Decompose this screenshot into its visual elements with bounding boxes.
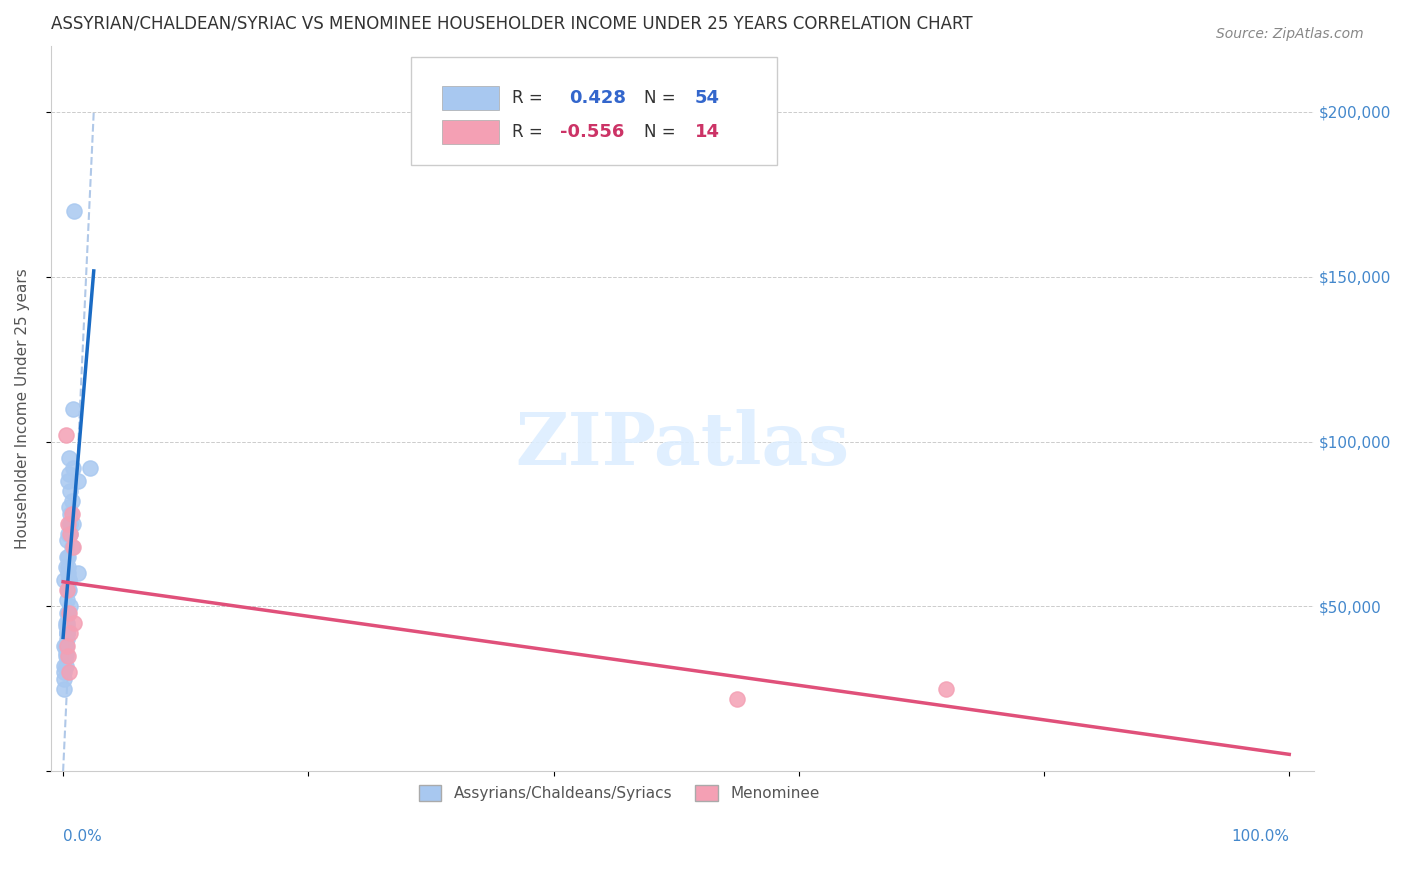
Point <box>55 632 77 647</box>
Text: 54: 54 <box>695 89 720 107</box>
Point <box>56 582 79 597</box>
Point <box>58 500 80 515</box>
Text: R =: R = <box>512 123 543 141</box>
Point <box>56 527 79 541</box>
Point <box>56 566 79 581</box>
Point <box>59 507 82 521</box>
Point <box>55 428 77 442</box>
FancyBboxPatch shape <box>443 120 499 144</box>
Point <box>58 573 80 587</box>
Text: N =: N = <box>644 89 676 107</box>
Point <box>59 527 82 541</box>
Point <box>55 582 77 597</box>
Point <box>55 625 77 640</box>
FancyBboxPatch shape <box>411 56 778 165</box>
Point <box>55 658 77 673</box>
Point <box>53 658 76 673</box>
FancyBboxPatch shape <box>443 87 499 110</box>
Point <box>60 540 83 554</box>
Point <box>55 549 77 564</box>
Point <box>55 648 77 663</box>
Y-axis label: Householder Income Under 25 years: Householder Income Under 25 years <box>15 268 30 549</box>
Point <box>56 474 79 488</box>
Point <box>56 606 79 620</box>
Point <box>79 461 101 475</box>
Text: 14: 14 <box>695 123 720 141</box>
Point <box>60 507 83 521</box>
Text: Source: ZipAtlas.com: Source: ZipAtlas.com <box>1216 27 1364 41</box>
Point <box>58 450 80 465</box>
Point <box>55 559 77 574</box>
Point <box>55 533 77 548</box>
Point <box>62 461 84 475</box>
Point <box>59 599 82 614</box>
Point <box>935 681 957 696</box>
Point <box>63 203 86 218</box>
Point <box>56 648 79 663</box>
Point <box>62 540 84 554</box>
Text: ZIPatlas: ZIPatlas <box>515 409 849 480</box>
Point <box>55 625 77 640</box>
Point <box>66 566 89 581</box>
Point <box>56 516 79 531</box>
Point <box>56 559 79 574</box>
Point <box>58 665 80 680</box>
Text: ASSYRIAN/CHALDEAN/SYRIAC VS MENOMINEE HOUSEHOLDER INCOME UNDER 25 YEARS CORRELAT: ASSYRIAN/CHALDEAN/SYRIAC VS MENOMINEE HO… <box>51 15 973 33</box>
Point <box>55 639 77 653</box>
Point <box>727 691 749 706</box>
Point <box>62 516 84 531</box>
Point <box>56 549 79 564</box>
Point <box>59 516 82 531</box>
Text: R =: R = <box>512 89 543 107</box>
Point <box>58 467 80 482</box>
Point <box>55 615 77 630</box>
Text: -0.556: -0.556 <box>560 123 624 141</box>
Point <box>59 527 82 541</box>
Point <box>53 665 76 680</box>
Point <box>55 615 77 630</box>
Point <box>53 672 76 686</box>
Point <box>55 639 77 653</box>
Text: 0.0%: 0.0% <box>63 830 101 845</box>
Text: 100.0%: 100.0% <box>1232 830 1289 845</box>
Point <box>55 646 77 660</box>
Point <box>62 401 84 416</box>
Point <box>55 619 77 633</box>
Point <box>63 615 86 630</box>
Point <box>59 516 82 531</box>
Point <box>55 625 77 640</box>
Point <box>56 582 79 597</box>
Point <box>53 681 76 696</box>
Point <box>55 625 77 640</box>
Point <box>66 474 89 488</box>
Point <box>59 625 82 640</box>
Point <box>58 582 80 597</box>
Point <box>55 606 77 620</box>
Text: N =: N = <box>644 123 676 141</box>
Point <box>55 592 77 607</box>
Point <box>58 573 80 587</box>
Point <box>55 619 77 633</box>
Point <box>53 573 76 587</box>
Point <box>59 483 82 498</box>
Text: 0.428: 0.428 <box>568 89 626 107</box>
Point <box>58 606 80 620</box>
Point <box>60 494 83 508</box>
Legend: Assyrians/Chaldeans/Syriacs, Menominee: Assyrians/Chaldeans/Syriacs, Menominee <box>412 779 825 807</box>
Point <box>53 639 76 653</box>
Point <box>55 639 77 653</box>
